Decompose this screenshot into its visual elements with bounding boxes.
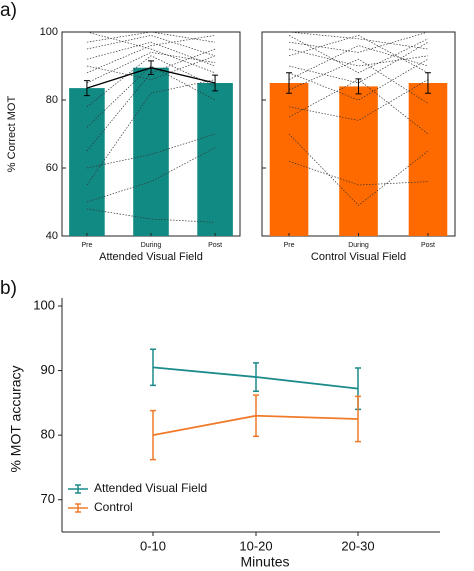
legend-label: Attended Visual Field [94,481,207,495]
y-tick-label: 40 [46,230,58,242]
legend-swatch [68,484,88,494]
subject-line [288,35,429,74]
error-bar [424,72,431,94]
x-tick-label: Post [421,242,435,249]
subject-line [288,45,429,80]
error-bar [212,74,219,92]
x-axis-label: Attended Visual Field [99,251,203,263]
legend-label: Control [94,500,133,514]
subject-line [86,41,216,67]
subject-line [288,31,429,50]
subject-line [86,55,216,108]
subject-line [288,160,428,186]
y-tick-label: 70 [41,491,55,506]
subject-line [86,208,216,223]
error-bar [286,72,293,94]
bar [408,83,448,236]
subject-line [86,55,216,80]
bar [269,83,309,236]
x-axis-label: Minutes [240,554,289,570]
x-tick-label: 20-30 [341,538,374,553]
subject-line [86,35,216,57]
subject-line [86,35,216,74]
x-axis-label: Control Visual Field [311,251,406,263]
subject-line [86,31,216,74]
y-tick-label: 80 [46,94,58,106]
x-tick-label: During [141,242,162,249]
error-bar [148,60,154,75]
subject-line [288,58,429,101]
y-axis-label: % MOT accuracy [8,365,24,472]
bar [197,83,233,236]
x-tick-label: Post [208,242,222,249]
y-tick-label: 90 [41,362,55,377]
error-bar [355,395,361,443]
x-tick-label: During [348,242,369,249]
subject-line [288,35,429,74]
subject-line [86,147,216,203]
bar [133,67,169,236]
subject-line [86,52,216,84]
panel-label: a) [0,0,17,21]
error-bar [83,80,90,97]
error-bar [253,394,259,438]
x-tick-label: Pre [81,242,92,249]
x-tick-label: 0-10 [140,538,166,553]
subject-line [86,31,216,43]
bar [69,88,105,236]
y-axis-label: % Correct MOT [6,96,18,173]
y-tick-label: 100 [33,297,55,312]
subject-line [288,48,429,67]
subject-line [288,133,429,206]
error-bar [150,348,156,387]
x-tick-label: Pre [284,242,295,249]
bar [339,86,378,237]
y-tick-label: 80 [41,427,55,442]
subject-line [288,41,429,84]
y-tick-label: 100 [40,26,58,38]
subject-line [86,48,216,152]
subject-line [288,31,429,53]
subject-line [86,133,216,169]
y-tick-label: 60 [46,162,58,174]
error-bar [253,362,259,392]
error-bar [150,409,156,461]
subject-line [86,79,216,186]
x-tick-label: 10-20 [239,538,272,553]
legend-swatch [68,503,88,513]
panel-label: b) [0,278,17,299]
error-bar [355,78,362,95]
subject-line [288,58,429,104]
